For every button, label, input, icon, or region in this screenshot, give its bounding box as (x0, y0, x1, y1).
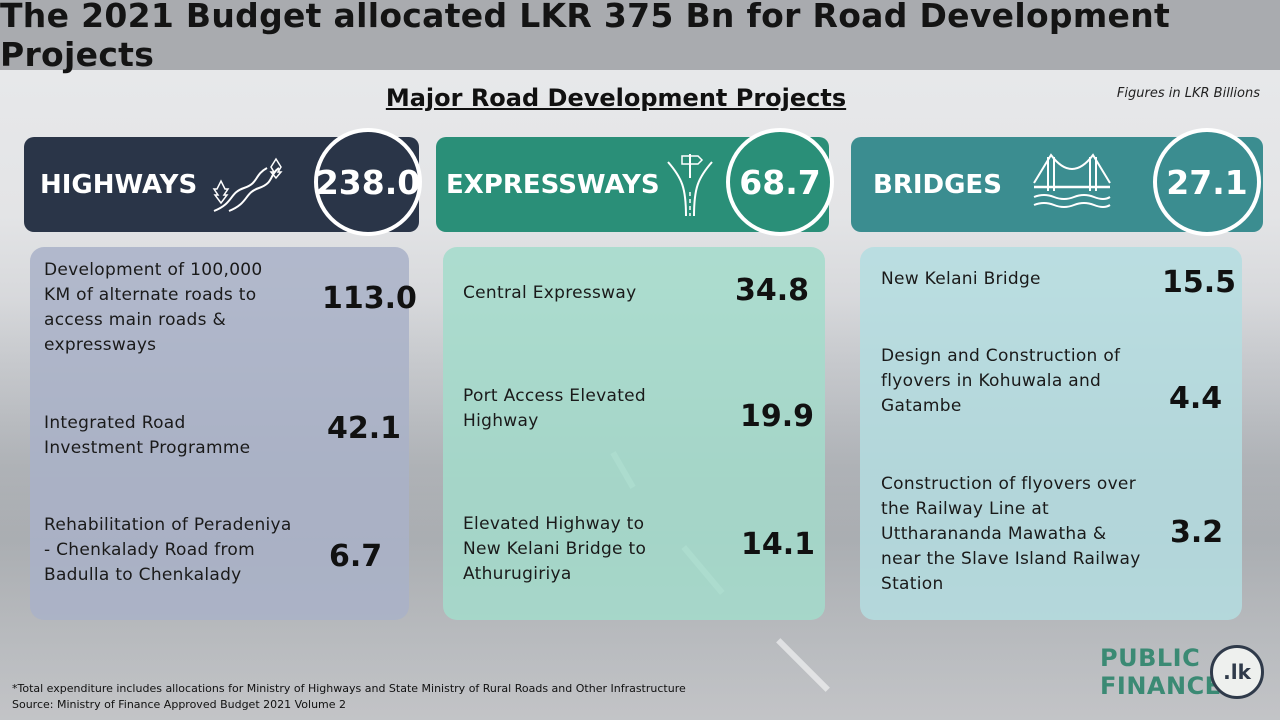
logo-seal-icon: .lk (1210, 645, 1264, 699)
winding-road-trees-icon (209, 153, 289, 217)
category-bridges-header: BRIDGES 27.1 (851, 128, 1263, 236)
footnote-source: Source: Ministry of Finance Approved Bud… (12, 698, 347, 711)
project-value: 34.8 (735, 273, 810, 308)
category-total-badge: 27.1 (1153, 128, 1261, 236)
footnote-total: *Total expenditure includes allocations … (12, 682, 686, 695)
project-name: Rehabilitation of Peradeniya - Chenkalad… (44, 515, 292, 585)
page-title: The 2021 Budget allocated LKR 375 Bn for… (0, 0, 1171, 74)
road-lane-marking (776, 638, 830, 692)
project-name: Development of 100,000 KM of alternate r… (44, 260, 263, 355)
project-name: New Kelani Bridge (881, 269, 1041, 289)
project-name: Integrated Road Investment Programme (44, 413, 251, 458)
category-highways-header: HIGHWAYS 238.0 (24, 128, 422, 236)
road-junction-sign-icon (664, 148, 716, 222)
category-total-badge: 68.7 (726, 128, 834, 236)
category-label: EXPRESSWAYS (446, 169, 660, 200)
project-value: 6.7 (329, 539, 383, 574)
section-subtitle: Major Road Development Projects (385, 84, 847, 112)
title-banner: The 2021 Budget allocated LKR 375 Bn for… (0, 0, 1280, 74)
category-label: HIGHWAYS (40, 169, 198, 200)
project-name: Design and Construction of flyovers in K… (881, 346, 1121, 416)
project-name: Port Access Elevated Highway (463, 386, 647, 431)
bridges-project-list: New Kelani Bridge 15.5 Design and Constr… (860, 247, 1242, 620)
footnote: *Total expenditure includes allocations … (12, 681, 686, 713)
suspension-bridge-icon (1032, 152, 1112, 217)
project-value: 15.5 (1162, 265, 1237, 300)
project-value: 19.9 (740, 399, 815, 434)
project-value: 3.2 (1170, 515, 1224, 550)
publicfinance-logo: PUBLIC FINANCE .lk (1100, 644, 1270, 704)
expressways-project-list: Central Expressway 34.8 Port Access Elev… (443, 247, 825, 620)
project-value: 113.0 (322, 281, 417, 316)
project-name: Construction of flyovers over the Railwa… (881, 474, 1141, 594)
project-value: 4.4 (1169, 381, 1223, 416)
category-total-badge: 238.0 (314, 128, 422, 236)
project-value: 42.1 (327, 411, 402, 446)
category-label: BRIDGES (873, 169, 1002, 200)
category-expressways-header: EXPRESSWAYS 68.7 (436, 128, 834, 236)
project-name: Central Expressway (463, 283, 637, 303)
project-name: Elevated Highway to New Kelani Bridge to… (463, 514, 647, 584)
project-value: 14.1 (741, 527, 816, 562)
logo-word-public: PUBLIC (1100, 644, 1201, 672)
highways-project-list: Development of 100,000 KM of alternate r… (30, 247, 417, 620)
logo-word-finance: FINANCE (1100, 672, 1222, 700)
units-note: Figures in LKR Billions (1116, 86, 1260, 101)
